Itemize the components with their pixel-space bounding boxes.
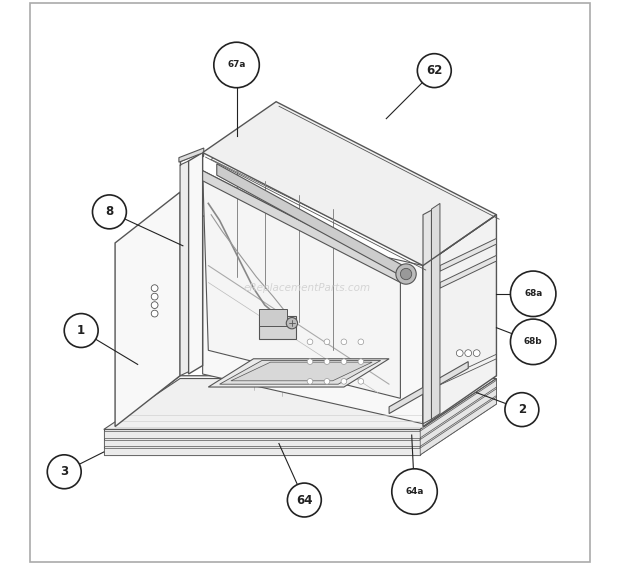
Circle shape [307,339,313,345]
Polygon shape [115,192,180,427]
Polygon shape [104,379,497,429]
Polygon shape [104,431,420,438]
Polygon shape [203,102,497,266]
Circle shape [456,350,463,357]
Circle shape [151,285,158,292]
Circle shape [510,319,556,364]
Text: 3: 3 [60,465,68,479]
Circle shape [510,271,556,316]
Circle shape [324,359,330,364]
Polygon shape [432,203,440,419]
Polygon shape [420,379,497,455]
Polygon shape [420,389,497,446]
Circle shape [341,339,347,345]
Polygon shape [259,309,288,326]
Circle shape [465,350,472,357]
Polygon shape [217,164,406,279]
Polygon shape [423,215,497,427]
Circle shape [324,379,330,384]
Circle shape [47,455,81,489]
Circle shape [286,318,298,329]
Polygon shape [420,397,497,455]
Circle shape [358,379,364,384]
Text: eReplacementParts.com: eReplacementParts.com [244,283,371,293]
Circle shape [401,268,412,280]
Circle shape [341,379,347,384]
Text: 68a: 68a [524,289,542,298]
Polygon shape [104,440,420,446]
Circle shape [392,469,437,514]
Text: 8: 8 [105,205,113,219]
Circle shape [214,42,259,88]
Circle shape [417,54,451,88]
Polygon shape [179,148,204,162]
Polygon shape [104,448,420,455]
Text: 2: 2 [518,403,526,416]
Text: 62: 62 [426,64,443,77]
Polygon shape [203,171,401,398]
Polygon shape [440,255,497,288]
Circle shape [505,393,539,427]
Text: 64a: 64a [405,487,423,496]
Circle shape [151,310,158,317]
Polygon shape [389,362,468,414]
Circle shape [358,339,364,345]
Circle shape [151,302,158,308]
Polygon shape [188,153,203,374]
Circle shape [341,359,347,364]
Circle shape [151,293,158,300]
Circle shape [324,339,330,345]
Text: 64: 64 [296,493,312,507]
Circle shape [473,350,480,357]
Polygon shape [203,171,401,282]
Circle shape [307,359,313,364]
Text: 1: 1 [77,324,85,337]
Circle shape [288,483,321,517]
Circle shape [358,359,364,364]
Polygon shape [440,238,497,271]
Polygon shape [208,359,389,387]
Text: 68b: 68b [524,337,542,346]
Circle shape [64,314,98,347]
Polygon shape [420,380,497,438]
Polygon shape [203,216,423,424]
Polygon shape [259,316,296,339]
Polygon shape [231,362,372,381]
Polygon shape [115,376,497,427]
Polygon shape [423,210,432,424]
Circle shape [396,264,416,284]
Polygon shape [180,161,188,376]
Polygon shape [104,429,420,455]
Circle shape [307,379,313,384]
Polygon shape [219,360,381,384]
Text: 67a: 67a [228,60,246,69]
Circle shape [92,195,126,229]
